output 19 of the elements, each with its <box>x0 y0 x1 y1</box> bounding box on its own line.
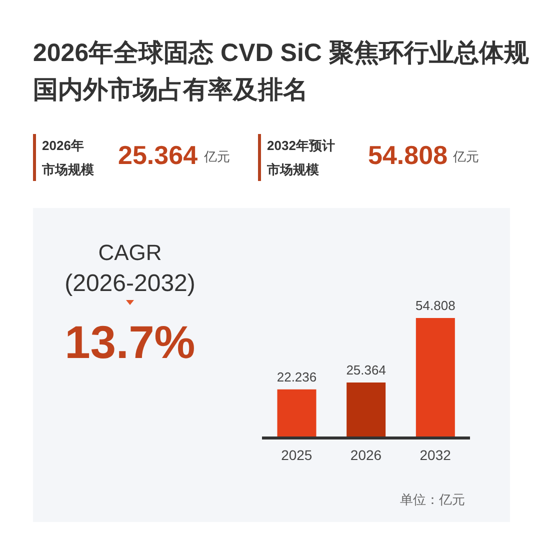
text: 单位：亿元 <box>400 492 465 508</box>
text: 亿元 <box>453 149 479 166</box>
text: 市场规模 <box>267 162 319 178</box>
x-tick-label: 2032 <box>420 446 452 463</box>
text: 54.808 <box>368 140 448 172</box>
text: 市场规模 <box>42 162 94 178</box>
chart-title: 2026年全球固态 CVD SiC 聚焦环行业总体规国内外市场占有率及排名 <box>33 38 530 106</box>
x-tick-label: 2025 <box>281 446 312 463</box>
text: 25.364 <box>118 140 198 172</box>
data-label: 54.808 <box>416 298 456 313</box>
text: 2032年预计 <box>267 138 335 154</box>
data-label: 22.236 <box>276 369 317 384</box>
data-label: 25.364 <box>346 362 386 378</box>
text: (2026-2032) <box>64 268 196 298</box>
text: 2026年 <box>42 138 84 154</box>
x-tick-label: 2026 <box>350 446 382 463</box>
text: CAGR <box>98 240 162 266</box>
text: 13.7% <box>64 315 196 370</box>
text: 亿元 <box>204 149 230 166</box>
